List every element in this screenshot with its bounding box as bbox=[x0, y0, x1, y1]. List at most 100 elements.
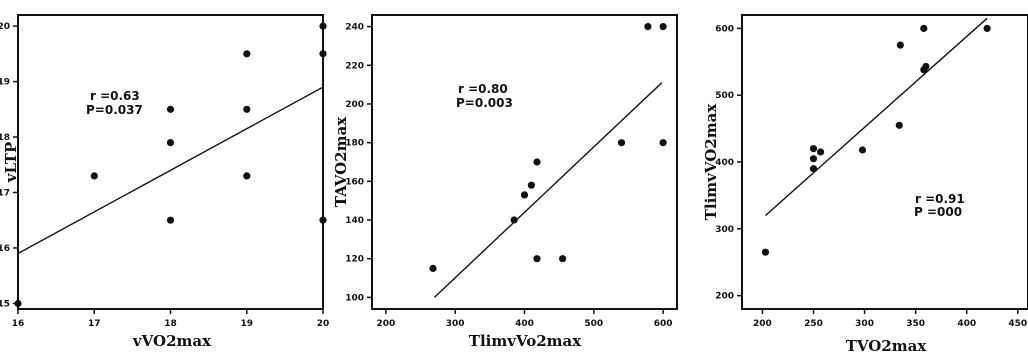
fit-line-layer bbox=[765, 17, 988, 217]
scatter-point bbox=[319, 50, 327, 58]
scatter-point bbox=[896, 41, 904, 49]
x-tick-label: 300 bbox=[855, 319, 874, 329]
plot-frame bbox=[741, 14, 1028, 310]
y-ticks-layer: 200 300 400 500 600 bbox=[715, 24, 742, 302]
y-tick-label: 200 bbox=[345, 100, 364, 110]
regression-line bbox=[433, 82, 663, 298]
y-tick-label: 15 bbox=[0, 299, 10, 309]
plot-frame bbox=[17, 14, 324, 310]
scatter-point bbox=[559, 255, 567, 263]
scatter-point bbox=[243, 50, 251, 58]
scatter-point bbox=[858, 146, 867, 154]
y-axis-title: vLTP bbox=[2, 142, 20, 183]
x-tick-label: 18 bbox=[164, 319, 177, 329]
r-annotation: r =0.91 bbox=[915, 192, 965, 206]
x-ticks-layer: 200 250 300 350 400 450 bbox=[753, 309, 1027, 329]
x-axis-title: TlimvVo2max bbox=[469, 332, 582, 350]
scatter-point bbox=[166, 216, 175, 224]
p-annotation: P=0.037 bbox=[86, 103, 143, 117]
y-tick-label: 18 bbox=[0, 133, 10, 143]
points-layer bbox=[429, 23, 667, 272]
scatter-point bbox=[761, 248, 770, 256]
x-tick-label: 300 bbox=[446, 319, 465, 329]
scatter-point bbox=[166, 105, 175, 113]
scatter-point bbox=[659, 23, 667, 31]
p-annotation: P =000 bbox=[914, 205, 962, 219]
scatter-point bbox=[520, 191, 529, 199]
x-ticks-layer: 200 300 400 500 600 bbox=[376, 309, 673, 329]
y-tick-label: 20 bbox=[0, 22, 10, 32]
x-tick-label: 500 bbox=[584, 319, 603, 329]
r-annotation: r =0.63 bbox=[90, 89, 140, 103]
y-tick-label: 300 bbox=[715, 225, 734, 235]
y-tick-label: 19 bbox=[0, 78, 10, 88]
x-tick-label: 350 bbox=[906, 319, 925, 329]
scatter-point bbox=[533, 255, 541, 263]
scatter-point bbox=[90, 172, 98, 180]
scatter-point bbox=[817, 148, 825, 156]
points-layer bbox=[14, 22, 327, 308]
x-tick-label: 600 bbox=[654, 319, 673, 329]
x-tick-label: 250 bbox=[804, 319, 823, 329]
x-tick-label: 450 bbox=[1008, 319, 1027, 329]
scatter-point bbox=[644, 23, 652, 31]
y-tick-label: 240 bbox=[345, 23, 364, 33]
scatter-point bbox=[510, 216, 518, 224]
y-tick-label: 17 bbox=[0, 189, 10, 199]
scatter-point bbox=[617, 139, 626, 147]
x-tick-label: 17 bbox=[88, 319, 101, 329]
x-ticks-layer: 16 17 18 19 20 bbox=[12, 309, 330, 329]
scatter-point bbox=[243, 172, 251, 180]
scatter-point bbox=[659, 139, 667, 147]
y-ticks-layer: 100 120 140 160 180 200 220 240 bbox=[345, 23, 372, 303]
scatter-point bbox=[920, 24, 928, 32]
y-tick-label: 180 bbox=[345, 139, 364, 149]
x-tick-label: 16 bbox=[12, 319, 25, 329]
scatter-point bbox=[809, 155, 818, 163]
regression-line bbox=[17, 86, 324, 255]
scatter-point bbox=[319, 22, 327, 30]
scatter-point bbox=[983, 24, 991, 32]
x-tick-label: 20 bbox=[317, 319, 330, 329]
fit-line-layer bbox=[17, 86, 324, 255]
y-tick-label: 160 bbox=[345, 177, 364, 187]
chart-tavo2max-vs-tlimvvo2max: 200 300 400 500 600 100 120 140 160 180 200 220 240… bbox=[332, 14, 678, 350]
y-tick-label: 200 bbox=[715, 292, 734, 302]
y-tick-label: 120 bbox=[345, 255, 364, 265]
scatter-point bbox=[319, 216, 327, 224]
scatter-point bbox=[809, 145, 818, 153]
y-tick-label: 500 bbox=[715, 91, 734, 101]
regression-line bbox=[765, 17, 988, 217]
x-tick-label: 19 bbox=[240, 319, 253, 329]
y-tick-label: 400 bbox=[715, 158, 734, 168]
x-tick-label: 200 bbox=[753, 319, 772, 329]
scatter-point bbox=[166, 139, 175, 147]
points-layer bbox=[761, 24, 991, 256]
y-tick-label: 16 bbox=[0, 244, 10, 254]
y-axis-title: TlimvVO2max bbox=[702, 103, 720, 221]
scatter-point bbox=[533, 158, 541, 166]
y-tick-label: 100 bbox=[345, 293, 364, 303]
y-tick-label: 140 bbox=[345, 216, 364, 226]
p-annotation: P=0.003 bbox=[456, 96, 513, 110]
scatter-point bbox=[429, 264, 437, 272]
y-ticks-layer: 15 16 17 18 19 20 bbox=[0, 22, 18, 309]
x-tick-label: 400 bbox=[515, 319, 534, 329]
fit-line-layer bbox=[433, 82, 663, 298]
y-tick-label: 600 bbox=[715, 24, 734, 34]
scatter-point bbox=[243, 105, 251, 113]
scatter-point bbox=[527, 181, 536, 189]
x-tick-label: 200 bbox=[376, 319, 395, 329]
x-tick-label: 400 bbox=[957, 319, 976, 329]
scatter-point bbox=[895, 121, 903, 129]
x-axis-title: vVO2max bbox=[132, 332, 212, 350]
chart-tlimvvo2max-vs-tvo2max: 200 250 300 350 400 450 200 300 400 500 600 TVO2m… bbox=[702, 14, 1028, 355]
plot-frame bbox=[371, 14, 678, 310]
x-axis-title: TVO2max bbox=[846, 337, 928, 355]
y-tick-label: 220 bbox=[345, 61, 364, 71]
r-annotation: r =0.80 bbox=[458, 82, 508, 96]
scatter-point bbox=[922, 62, 930, 71]
y-axis-title: TAVO2max bbox=[332, 116, 350, 207]
